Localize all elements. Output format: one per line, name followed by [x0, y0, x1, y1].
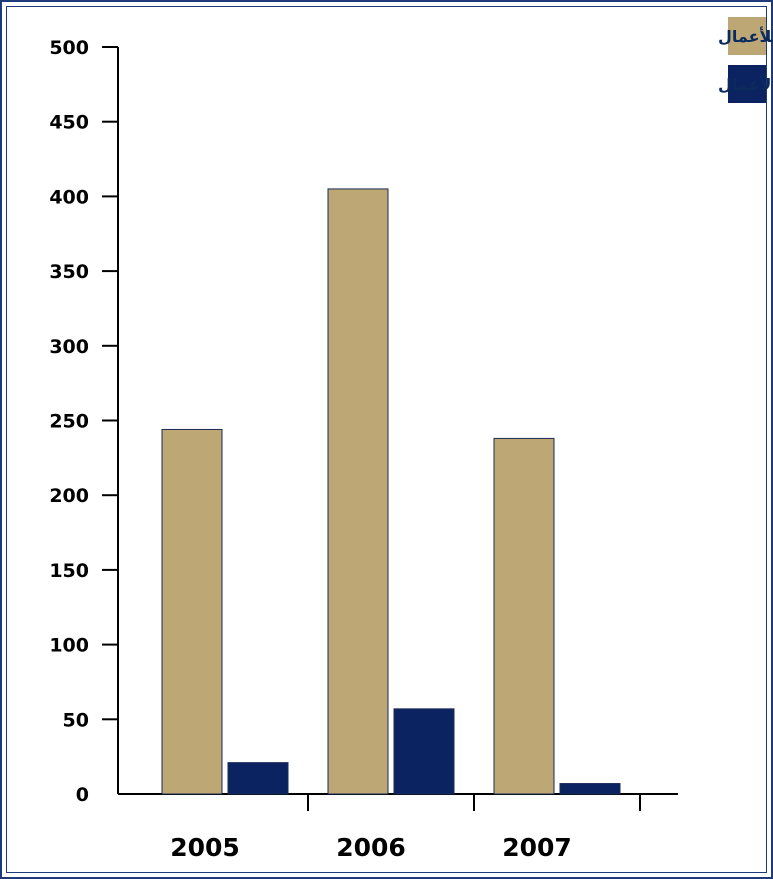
- y-tick-label: 150: [49, 560, 89, 582]
- bar-series2-2005: [227, 762, 289, 795]
- legend-swatch-1: [728, 17, 766, 55]
- y-tick-label: 0: [76, 784, 89, 806]
- legend-swatch-2: [728, 65, 766, 103]
- bar-series1-2007: [493, 437, 555, 795]
- x-axis: 2005 2006 2007: [118, 793, 678, 862]
- legend-label-1: معجم أبو غزالة للأعمال: [718, 26, 773, 46]
- legend-label-2: دليل دوائر الأعمال: [718, 75, 773, 94]
- y-tick-label: 100: [49, 635, 89, 657]
- y-tick-label: 300: [49, 336, 89, 358]
- y-tick-label: 400: [49, 186, 89, 208]
- bar-series2-2007: [559, 783, 621, 795]
- x-category-label: 2005: [170, 833, 240, 862]
- y-tick-label: 250: [49, 411, 89, 433]
- y-axis: 0 50 100 150 200 250 300 350 400 450 500: [49, 37, 119, 806]
- chart-frame-inner: [6, 6, 767, 873]
- x-category-label: 2007: [502, 833, 572, 862]
- y-tick-label: 500: [49, 37, 89, 59]
- legend: معجم أبو غزالة للأعمال دليل دوائر الأعمال: [718, 17, 773, 103]
- bar-series2-2006: [393, 708, 455, 795]
- y-tick-label: 200: [49, 485, 89, 507]
- bar-series1-2006: [327, 188, 389, 795]
- y-tick-label: 50: [63, 709, 89, 731]
- y-tick-label: 350: [49, 261, 89, 283]
- bar-series1-2005: [161, 428, 223, 795]
- y-tick-label: 450: [49, 112, 89, 134]
- bars: [161, 188, 621, 795]
- x-category-label: 2006: [336, 833, 406, 862]
